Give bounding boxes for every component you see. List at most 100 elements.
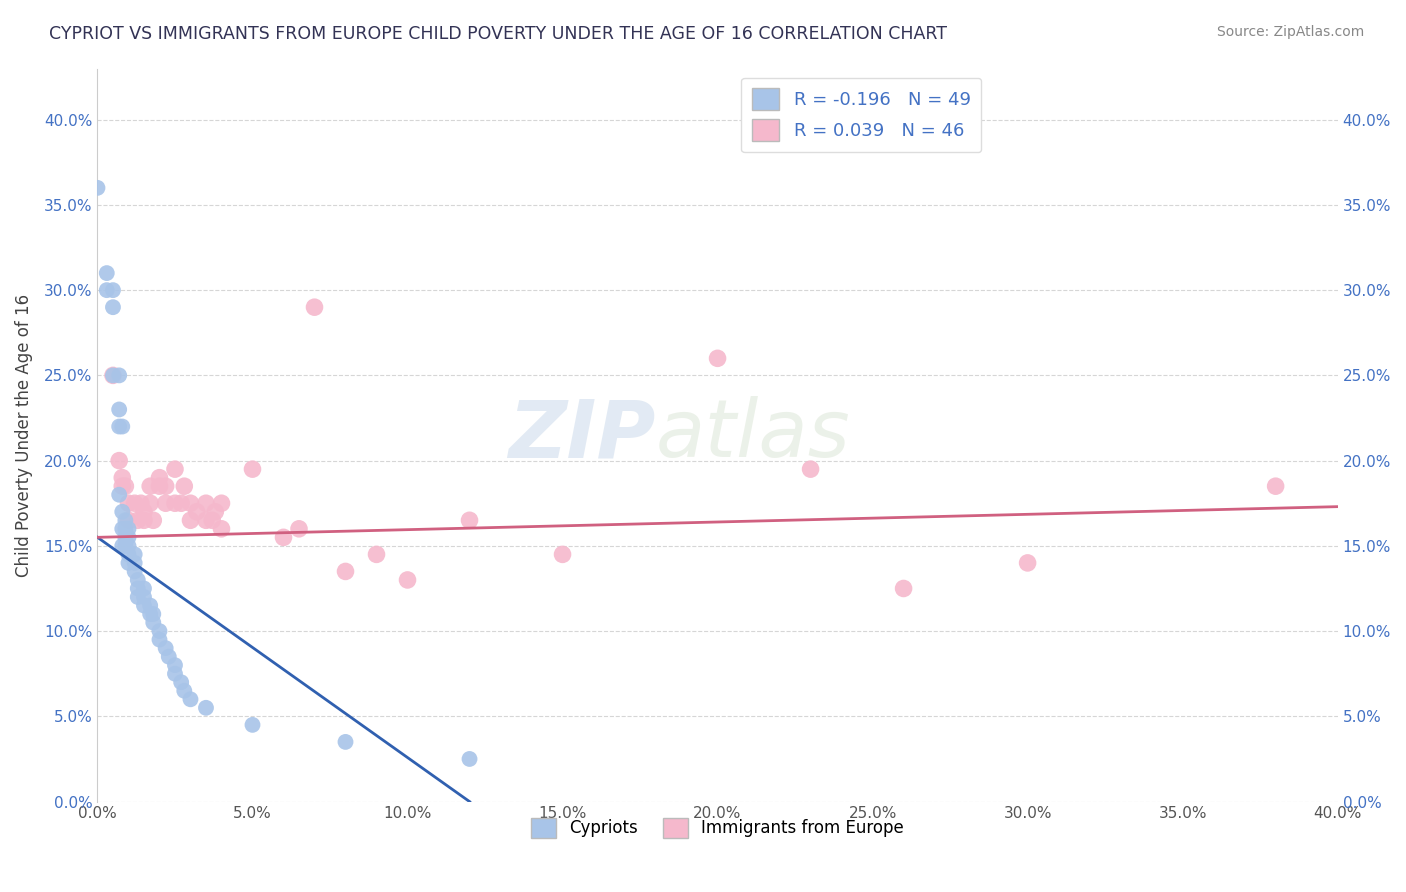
Point [163, 666, 186, 681]
Point [114, 479, 136, 493]
Point [101, 368, 124, 383]
Point [148, 624, 170, 639]
Point [163, 462, 186, 476]
Point [458, 752, 481, 766]
Point [893, 582, 915, 596]
Point [132, 582, 155, 596]
Point [142, 513, 165, 527]
Point [139, 479, 162, 493]
Point [551, 548, 574, 562]
Point [117, 513, 139, 527]
Point [201, 513, 224, 527]
Point [195, 496, 218, 510]
Legend: Cypriots, Immigrants from Europe: Cypriots, Immigrants from Europe [524, 811, 911, 845]
Point [195, 513, 218, 527]
Point [132, 590, 155, 604]
Point [195, 701, 218, 715]
Point [148, 479, 170, 493]
Point [108, 419, 131, 434]
Point [129, 496, 152, 510]
Point [335, 735, 357, 749]
Point [186, 505, 208, 519]
Y-axis label: Child Poverty Under the Age of 16: Child Poverty Under the Age of 16 [15, 293, 32, 576]
Point [335, 565, 357, 579]
Point [458, 513, 481, 527]
Point [179, 496, 201, 510]
Point [124, 556, 146, 570]
Point [273, 530, 295, 544]
Point [163, 496, 186, 510]
Point [148, 471, 170, 485]
Point [114, 539, 136, 553]
Point [114, 513, 136, 527]
Point [163, 658, 186, 673]
Point [111, 471, 134, 485]
Text: atlas: atlas [655, 396, 851, 474]
Point [173, 683, 195, 698]
Point [132, 599, 155, 613]
Point [139, 607, 162, 621]
Point [1017, 556, 1039, 570]
Point [127, 573, 149, 587]
Point [117, 556, 139, 570]
Point [111, 419, 134, 434]
Point [111, 479, 134, 493]
Point [117, 530, 139, 544]
Point [155, 496, 177, 510]
Point [127, 582, 149, 596]
Point [242, 462, 264, 476]
Point [108, 368, 131, 383]
Point [124, 565, 146, 579]
Point [124, 496, 146, 510]
Point [117, 539, 139, 553]
Point [139, 599, 162, 613]
Point [288, 522, 311, 536]
Point [111, 505, 134, 519]
Point [204, 505, 226, 519]
Point [132, 505, 155, 519]
Point [800, 462, 823, 476]
Point [117, 548, 139, 562]
Point [117, 522, 139, 536]
Point [148, 632, 170, 647]
Point [211, 522, 233, 536]
Point [142, 615, 165, 630]
Point [108, 488, 131, 502]
Point [170, 675, 193, 690]
Point [706, 351, 728, 366]
Text: CYPRIOT VS IMMIGRANTS FROM EUROPE CHILD POVERTY UNDER THE AGE OF 16 CORRELATION : CYPRIOT VS IMMIGRANTS FROM EUROPE CHILD … [49, 25, 948, 43]
Point [108, 453, 131, 467]
Point [117, 496, 139, 510]
Point [242, 718, 264, 732]
Point [139, 496, 162, 510]
Point [304, 300, 326, 314]
Point [96, 266, 118, 280]
Point [111, 522, 134, 536]
Point [155, 641, 177, 656]
Point [1264, 479, 1286, 493]
Point [124, 548, 146, 562]
Point [96, 283, 118, 297]
Point [173, 479, 195, 493]
Point [101, 368, 124, 383]
Point [114, 522, 136, 536]
Point [101, 300, 124, 314]
Point [179, 692, 201, 706]
Point [114, 530, 136, 544]
Text: Source: ZipAtlas.com: Source: ZipAtlas.com [1216, 25, 1364, 39]
Point [142, 607, 165, 621]
Point [396, 573, 419, 587]
Point [127, 590, 149, 604]
Point [155, 479, 177, 493]
Text: ZIP: ZIP [508, 396, 655, 474]
Point [86, 181, 108, 195]
Point [179, 513, 201, 527]
Point [127, 513, 149, 527]
Point [157, 649, 180, 664]
Point [101, 283, 124, 297]
Point [366, 548, 388, 562]
Point [211, 496, 233, 510]
Point [170, 496, 193, 510]
Point [132, 513, 155, 527]
Point [108, 402, 131, 417]
